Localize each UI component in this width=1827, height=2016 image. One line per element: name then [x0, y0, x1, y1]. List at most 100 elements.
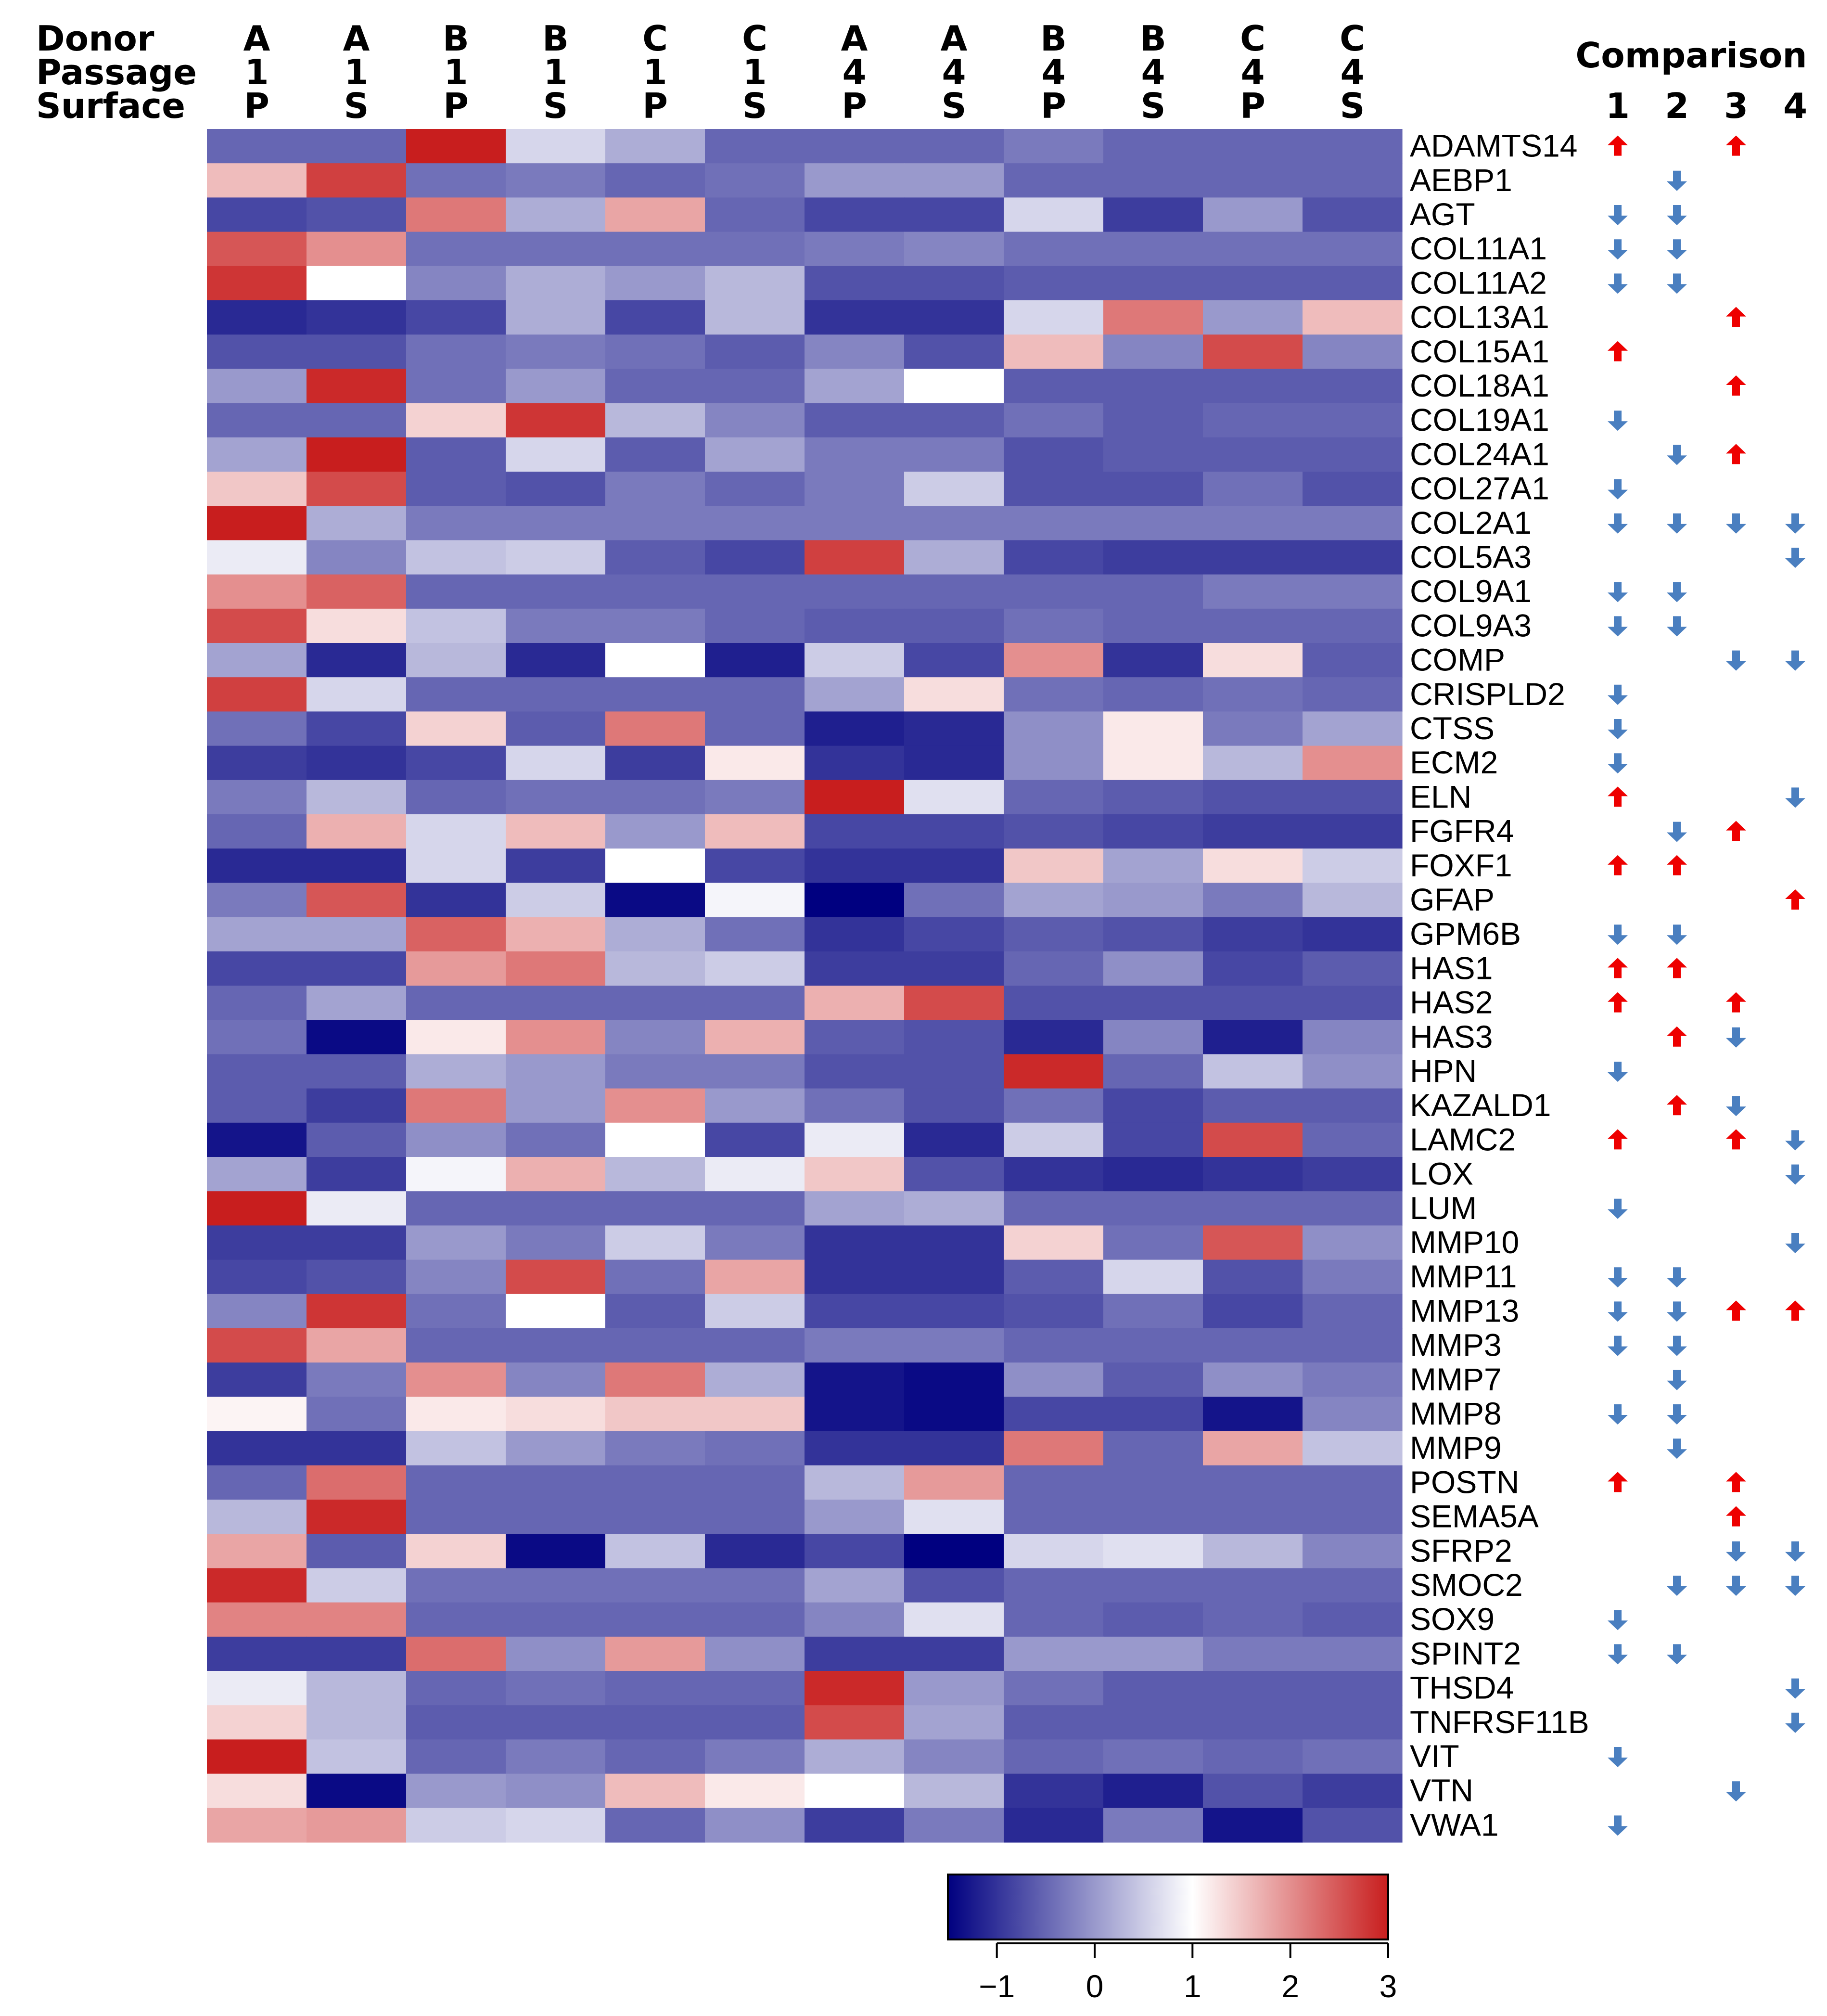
heatmap-cell: [805, 1636, 905, 1671]
heatmap-cell: [1303, 1500, 1403, 1534]
heatmap-cell: [1004, 1362, 1104, 1397]
heatmap-cell: [506, 231, 606, 267]
heatmap-cell: [506, 848, 606, 883]
heatmap-cell: [1004, 300, 1104, 335]
heatmap-cell: [705, 1328, 805, 1363]
heatmap-cell: [705, 1465, 805, 1500]
heatmap-cell: [1004, 472, 1104, 506]
gene-label: COL11A1: [1410, 231, 1547, 266]
heatmap-cell: [1103, 643, 1203, 678]
heatmap-cell: [705, 1054, 805, 1089]
heatmap-cell: [307, 780, 407, 815]
up-arrow-icon: [1726, 307, 1746, 327]
up-arrow-icon: [1726, 821, 1746, 841]
heatmap-cell: [805, 163, 905, 198]
heatmap-cell: [506, 1534, 606, 1568]
down-arrow-icon: [1667, 925, 1687, 945]
column-header-passage: 1: [444, 52, 468, 92]
heatmap-cell: [1103, 677, 1203, 712]
heatmap-cell: [406, 334, 506, 369]
heatmap-cell: [1004, 403, 1104, 438]
column-header-donor: B: [1140, 18, 1166, 59]
heatmap-cell: [1004, 540, 1104, 575]
down-arrow-icon: [1667, 445, 1687, 465]
heatmap-cell: [1203, 1431, 1303, 1466]
heatmap-cell: [307, 1705, 407, 1740]
heatmap-cell: [1004, 1328, 1104, 1363]
heatmap-cell: [1103, 1088, 1203, 1123]
gene-label: MMP13: [1410, 1293, 1519, 1328]
heatmap-cell: [1303, 266, 1403, 301]
gene-label: HAS1: [1410, 950, 1493, 986]
heatmap-cell: [1303, 1568, 1403, 1603]
heatmap-cell: [705, 1294, 805, 1329]
down-arrow-icon: [1667, 1438, 1687, 1459]
heatmap-cell: [1203, 1602, 1303, 1637]
heatmap-cell: [1203, 1534, 1303, 1568]
heatmap-cell: [805, 231, 905, 267]
heatmap-cell: [705, 1020, 805, 1054]
heatmap-cell: [1203, 1568, 1303, 1603]
heatmap-cell: [406, 1054, 506, 1089]
heatmap-cell: [1004, 1157, 1104, 1192]
heatmap-cell: [506, 1088, 606, 1123]
heatmap-cell: [705, 1705, 805, 1740]
heatmap-cell: [904, 1500, 1004, 1534]
down-arrow-icon: [1667, 170, 1687, 191]
heatmap-cell: [705, 986, 805, 1020]
heatmap-cell: [1303, 1671, 1403, 1706]
heatmap-cell: [705, 129, 805, 164]
gene-label: SEMA5A: [1410, 1499, 1539, 1534]
column-header-passage: 4: [1340, 52, 1364, 92]
heatmap-cell: [506, 1157, 606, 1192]
down-arrow-icon: [1726, 1096, 1746, 1117]
heatmap-cell: [605, 814, 705, 849]
column-header-donor: A: [343, 18, 370, 59]
heatmap-cell: [605, 677, 705, 712]
heatmap-cell: [207, 540, 307, 575]
heatmap-cell: [904, 1328, 1004, 1363]
heatmap-cell: [506, 1191, 606, 1226]
heatmap-cell: [904, 1739, 1004, 1774]
heatmap-cell: [406, 300, 506, 335]
heatmap-cell: [705, 334, 805, 369]
heatmap-cell: [1303, 677, 1403, 712]
heatmap-cell: [805, 1705, 905, 1740]
heatmap-cell: [506, 1362, 606, 1397]
heatmap-cell: [1303, 300, 1403, 335]
heatmap-cell: [904, 1465, 1004, 1500]
down-arrow-icon: [1785, 1130, 1805, 1151]
heatmap-cell: [904, 1808, 1004, 1843]
heatmap-cell: [207, 1431, 307, 1466]
heatmap-cell: [1303, 506, 1403, 540]
heatmap-cell: [406, 1465, 506, 1500]
heatmap-cell: [605, 1465, 705, 1500]
heatmap-cell: [1303, 1636, 1403, 1671]
heatmap-cell: [1004, 369, 1104, 404]
down-arrow-icon: [1667, 273, 1687, 294]
comparison-label: 2: [1665, 86, 1689, 126]
heatmap-cell: [307, 643, 407, 678]
heatmap-cell: [406, 1773, 506, 1809]
up-arrow-icon: [1608, 855, 1628, 875]
heatmap-cell: [406, 608, 506, 643]
heatmap-cell: [307, 1500, 407, 1534]
down-arrow-icon: [1608, 1815, 1628, 1836]
heatmap-cell: [1203, 1397, 1303, 1432]
down-arrow-icon: [1726, 650, 1746, 671]
gene-label: CRISPLD2: [1410, 676, 1565, 712]
gene-label: AEBP1: [1410, 162, 1512, 198]
heatmap-cell: [506, 1054, 606, 1089]
heatmap-cell: [406, 506, 506, 540]
heatmap-cell: [904, 1568, 1004, 1603]
heatmap-cell: [506, 780, 606, 815]
heatmap-cell: [307, 1568, 407, 1603]
heatmap-cell: [805, 403, 905, 438]
heatmap-cell: [207, 1773, 307, 1809]
heatmap-cell: [904, 403, 1004, 438]
heatmap-cell: [805, 334, 905, 369]
heatmap-cell: [1203, 1259, 1303, 1295]
heatmap-cell: [307, 472, 407, 506]
heatmap-cell: [605, 986, 705, 1020]
heatmap-cell: [406, 403, 506, 438]
